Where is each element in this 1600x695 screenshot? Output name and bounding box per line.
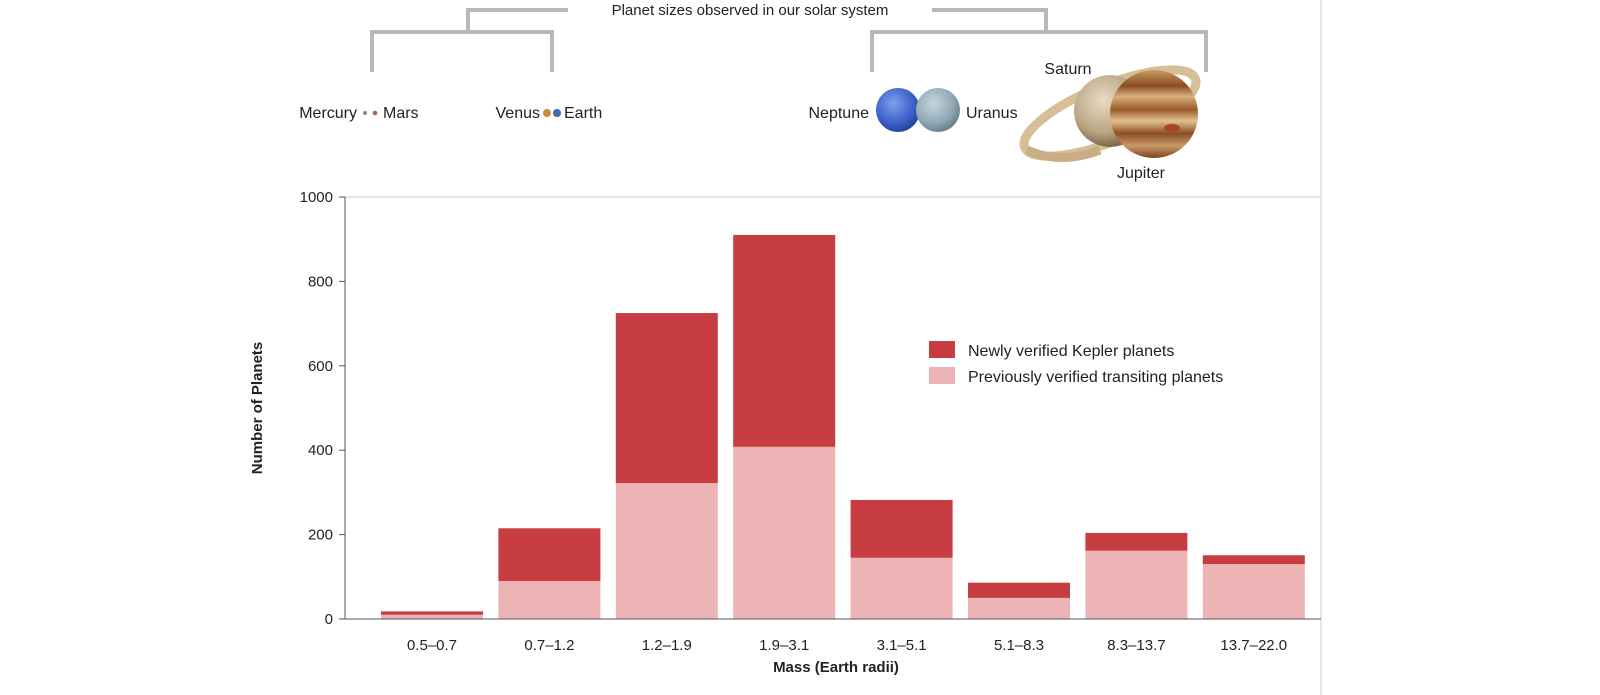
y-tick-label: 600 — [308, 358, 333, 375]
neptune-label: Neptune — [809, 105, 870, 122]
planet-size-header: Planet sizes observed in our solar syste… — [299, 2, 1208, 182]
header-brackets — [370, 8, 1208, 72]
top-bracket-right — [932, 8, 1048, 32]
y-tick-label: 1000 — [300, 189, 333, 206]
legend: Newly verified Kepler planets Previously… — [929, 341, 1223, 386]
mars-dot — [372, 110, 378, 116]
y-tick-label: 800 — [308, 273, 333, 290]
neptune-sphere — [876, 88, 920, 132]
top-bracket-left — [466, 8, 568, 32]
earth-dot — [553, 109, 561, 117]
x-tick-label: 8.3–13.7 — [1107, 637, 1165, 654]
bar-newly-verified — [1202, 555, 1305, 565]
y-tick-label: 400 — [308, 442, 333, 459]
header-title: Planet sizes observed in our solar syste… — [612, 2, 889, 19]
bar-previously-verified — [1085, 550, 1188, 619]
legend-label-newly-verified: Newly verified Kepler planets — [968, 343, 1174, 360]
y-axis: 0 200 400 600 800 1000 — [300, 189, 346, 628]
bar-previously-verified — [1202, 564, 1305, 619]
x-tick-label: 1.2–1.9 — [642, 637, 692, 654]
y-axis-label: Number of Planets — [249, 342, 266, 475]
venus-label: Venus — [496, 105, 540, 122]
bar-previously-verified — [615, 483, 718, 619]
bar-newly-verified — [498, 528, 601, 582]
bar-newly-verified — [615, 313, 718, 484]
x-tick-label: 13.7–22.0 — [1220, 637, 1287, 654]
legend-label-previously-verified: Previously verified transiting planets — [968, 369, 1223, 386]
bar-previously-verified — [968, 597, 1070, 619]
jupiter-label: Jupiter — [1117, 165, 1166, 182]
plot-area: 0 200 400 600 800 1000 0.5–0.7 0.7–1.2 1.2–1.9 1… — [249, 189, 1321, 676]
mars-label: Mars — [383, 105, 419, 122]
jupiter-sphere — [1110, 70, 1198, 158]
bar-newly-verified — [850, 499, 953, 558]
mercury-dot — [363, 111, 367, 115]
bars — [381, 234, 1305, 619]
saturn-ring-front — [1025, 145, 1102, 162]
uranus-sphere — [916, 88, 960, 132]
bar-newly-verified — [1085, 532, 1188, 551]
y-tick-label: 200 — [308, 527, 333, 544]
x-tick-label: 1.9–3.1 — [759, 637, 809, 654]
venus-dot — [543, 109, 551, 117]
saturn-label: Saturn — [1044, 61, 1091, 78]
jupiter-red-spot — [1164, 124, 1180, 132]
x-tick-label: 0.7–1.2 — [524, 637, 574, 654]
small-planets-bracket — [370, 30, 554, 72]
x-axis-label: Mass (Earth radii) — [773, 659, 899, 676]
x-tick-label: 0.5–0.7 — [407, 637, 457, 654]
giant-planets-bracket — [870, 30, 1208, 72]
legend-swatch-newly-verified — [929, 341, 955, 358]
bar-previously-verified — [850, 557, 953, 619]
bar-previously-verified — [498, 581, 601, 619]
x-tick-label: 5.1–8.3 — [994, 637, 1044, 654]
mercury-label: Mercury — [299, 105, 357, 122]
bar-newly-verified — [733, 234, 836, 447]
earth-label: Earth — [564, 105, 602, 122]
x-axis: 0.5–0.7 0.7–1.2 1.2–1.9 1.9–3.1 3.1–5.1 5.1–8… — [345, 618, 1321, 654]
bar-newly-verified — [381, 611, 483, 615]
bar-previously-verified — [381, 614, 483, 619]
x-tick-label: 3.1–5.1 — [877, 637, 927, 654]
bar-newly-verified — [968, 582, 1070, 598]
y-tick-label: 0 — [325, 611, 333, 628]
legend-swatch-previously-verified — [929, 367, 955, 384]
uranus-label: Uranus — [966, 105, 1018, 122]
bar-previously-verified — [733, 446, 836, 619]
